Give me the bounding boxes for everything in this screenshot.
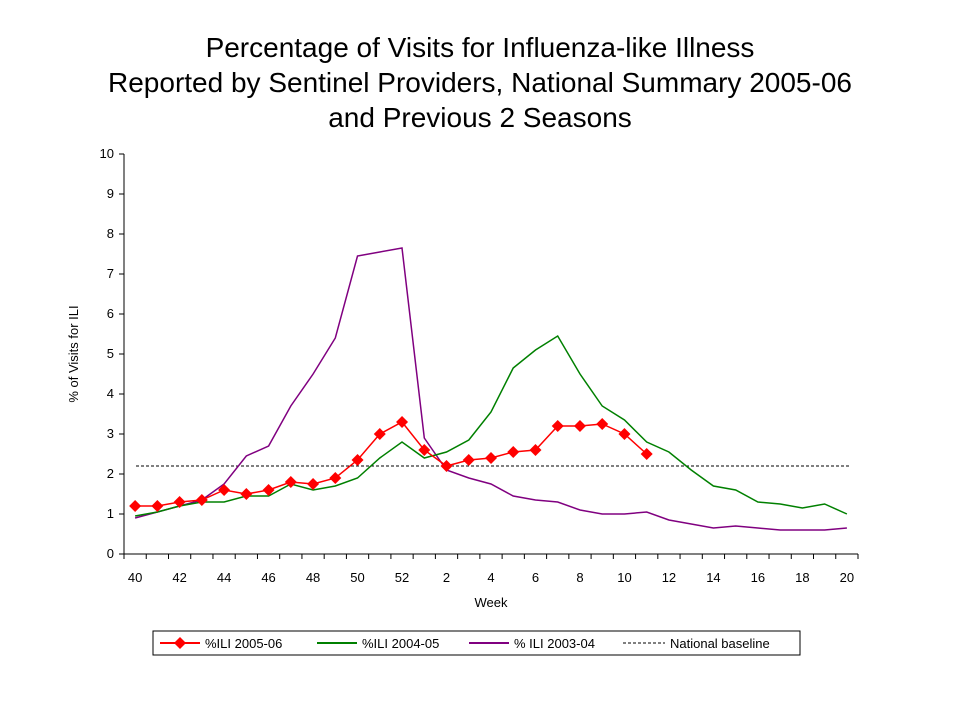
x-tick-label: 4 xyxy=(487,570,494,585)
data-point-2005-06 xyxy=(640,448,653,460)
y-tick-label: 7 xyxy=(107,266,114,281)
chart-title-line-2: Reported by Sentinel Providers, National… xyxy=(108,67,852,98)
y-axis-label: % of Visits for ILI xyxy=(66,305,81,402)
x-tick-label: 50 xyxy=(350,570,364,585)
x-tick-label: 52 xyxy=(395,570,409,585)
x-tick-label: 42 xyxy=(172,570,186,585)
data-point-2005-06 xyxy=(240,488,253,500)
data-point-2005-06 xyxy=(195,494,208,506)
chart-title: Percentage of Visits for Influenza-like … xyxy=(0,30,960,135)
legend-label-2003-04: % ILI 2003-04 xyxy=(514,636,595,651)
data-point-2005-06 xyxy=(218,484,231,496)
plot-area xyxy=(129,247,850,531)
data-point-2005-06 xyxy=(329,472,342,484)
data-point-2005-06 xyxy=(129,500,142,512)
x-tick-label: 20 xyxy=(840,570,854,585)
legend-label-2004-05: %ILI 2004-05 xyxy=(362,636,439,651)
y-tick-label: 0 xyxy=(107,546,114,561)
data-point-2005-06 xyxy=(618,428,631,440)
y-tick-label: 9 xyxy=(107,186,114,201)
x-axis: 40 42 44 46 48 50 52 2 4 6 8 10 12 14 16 18 20 xyxy=(123,553,859,585)
y-tick-label: 8 xyxy=(107,226,114,241)
data-point-2005-06 xyxy=(262,484,275,496)
x-tick-label: 46 xyxy=(261,570,275,585)
y-tick-label: 6 xyxy=(107,306,114,321)
data-point-2005-06 xyxy=(151,500,164,512)
chart-title-line-1: Percentage of Visits for Influenza-like … xyxy=(205,32,755,63)
data-point-2005-06 xyxy=(418,444,431,456)
series-line-ili-2004-05 xyxy=(134,334,848,517)
data-point-2005-06 xyxy=(173,496,186,508)
data-point-2005-06 xyxy=(596,418,609,430)
y-tick-label: 3 xyxy=(107,426,114,441)
x-tick-label: 18 xyxy=(795,570,809,585)
x-tick-label: 12 xyxy=(662,570,676,585)
x-tick-label: 10 xyxy=(617,570,631,585)
y-axis: 0 1 2 3 4 5 6 7 8 9 10 xyxy=(100,146,125,561)
x-tick-label: 8 xyxy=(576,570,583,585)
y-tick-label: 10 xyxy=(100,146,114,161)
x-tick-label: 16 xyxy=(751,570,765,585)
data-point-2005-06 xyxy=(529,444,542,456)
x-tick-label: 14 xyxy=(706,570,720,585)
data-point-2005-06 xyxy=(373,428,386,440)
data-point-2005-06 xyxy=(440,460,453,472)
legend-marker-2005-06 xyxy=(174,637,186,649)
x-tick-label: 40 xyxy=(128,570,142,585)
data-point-2005-06 xyxy=(485,452,497,464)
data-point-2005-06 xyxy=(462,454,475,466)
x-tick-label: 44 xyxy=(217,570,231,585)
x-tick-label: 6 xyxy=(532,570,539,585)
data-point-2005-06 xyxy=(284,476,297,488)
legend-label-baseline: National baseline xyxy=(670,636,770,651)
y-tick-label: 1 xyxy=(107,506,114,521)
x-axis-label: Week xyxy=(475,595,508,610)
data-point-2005-06 xyxy=(551,420,564,432)
data-point-2005-06 xyxy=(507,446,520,458)
y-tick-label: 5 xyxy=(107,346,114,361)
data-point-2005-06 xyxy=(396,416,409,428)
y-tick-label: 4 xyxy=(107,386,114,401)
legend-label-2005-06: %ILI 2005-06 xyxy=(205,636,282,651)
data-point-2005-06 xyxy=(573,420,586,432)
x-tick-label: 2 xyxy=(443,570,450,585)
data-point-2005-06 xyxy=(351,454,364,466)
chart-title-line-3: and Previous 2 Seasons xyxy=(328,102,632,133)
series-line-ili-2003-04 xyxy=(134,247,847,531)
y-tick-label: 2 xyxy=(107,466,114,481)
x-tick-label: 48 xyxy=(306,570,320,585)
data-point-2005-06 xyxy=(307,478,320,490)
legend: %ILI 2005-06 %ILI 2004-05 % ILI 2003-04 … xyxy=(152,630,801,656)
